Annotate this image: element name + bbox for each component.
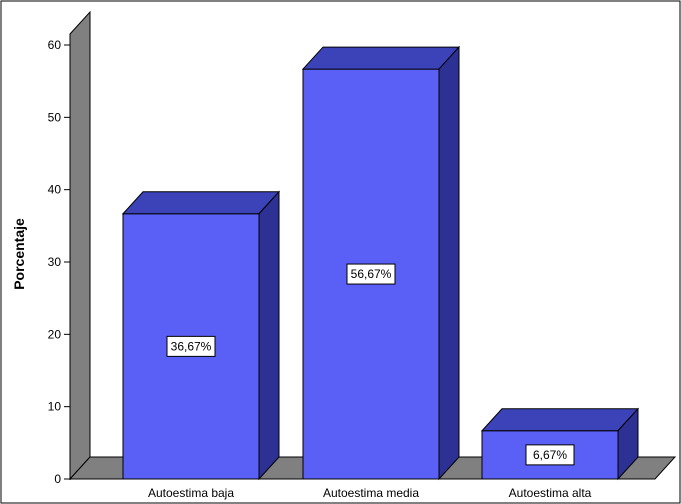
bars: 36,67% 56,67% 6,67% (121, 45, 640, 481)
data-label: 56,67% (346, 263, 396, 285)
bar-side (438, 45, 460, 481)
x-category-label: Autoestima alta (509, 486, 592, 500)
bar-top (480, 408, 640, 432)
bar: 6,67% (480, 407, 640, 481)
bar: 36,67% (121, 190, 281, 481)
y-tick-label: 60 (48, 38, 62, 52)
bar: 56,67% (301, 45, 461, 481)
data-label-box (346, 263, 396, 285)
side-wall (69, 10, 91, 481)
y-tick-label: 40 (48, 183, 62, 197)
bar-top (121, 191, 281, 215)
data-label: 36,67% (166, 335, 216, 357)
y-axis-title: Porcentaje (11, 218, 27, 290)
data-label: 6,67% (525, 444, 575, 466)
data-label-text: 36,67% (171, 339, 212, 353)
bar-side (617, 407, 639, 481)
x-category-label: Autoestima media (323, 486, 419, 500)
data-label-box (525, 444, 575, 466)
data-label-text: 56,67% (351, 267, 392, 281)
x-category-label: Autoestima baja (148, 486, 234, 500)
y-tick-label: 0 (54, 472, 61, 486)
bar-top (301, 46, 461, 70)
y-tick-label: 50 (48, 110, 62, 124)
x-axis-labels: Autoestima baja Autoestima media Autoestim… (148, 486, 592, 500)
data-label-text: 6,67% (533, 448, 567, 462)
bar-side (258, 190, 280, 481)
data-label-box (166, 335, 216, 357)
y-tick-label: 20 (48, 327, 62, 341)
y-tick-label: 10 (48, 400, 62, 414)
y-axis-ticks: 0 10 20 30 40 50 60 (48, 38, 70, 486)
y-tick-label: 30 (48, 255, 62, 269)
